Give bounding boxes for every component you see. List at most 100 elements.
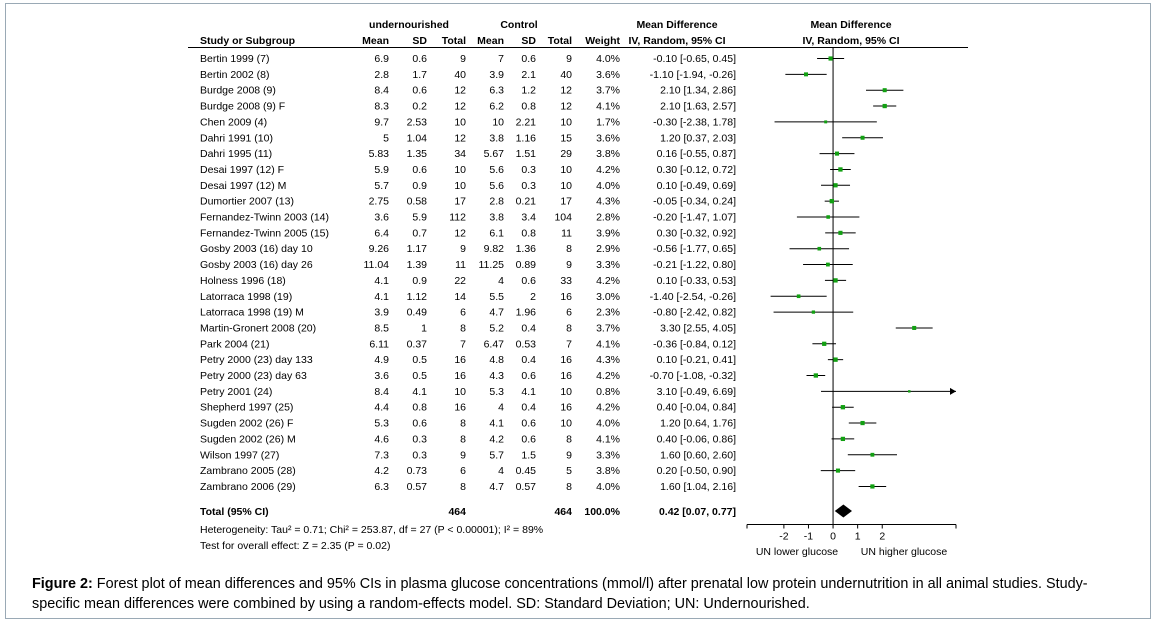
exp-total: 16 — [454, 402, 466, 414]
study-ci-text: 0.10 [-0.33, 0.53] — [657, 275, 736, 287]
pooled-diamond — [834, 504, 852, 518]
ctrl-mean: 5.3 — [489, 386, 504, 398]
study-name: Petry 2000 (23) day 63 — [200, 370, 307, 382]
study-weight: 1.7% — [596, 116, 620, 128]
ctrl-mean: 3.8 — [489, 212, 504, 224]
study-weight: 3.8% — [596, 465, 620, 477]
study-ci-text: -0.70 [-1.08, -0.32] — [650, 370, 736, 382]
ctrl-mean: 3.8 — [489, 132, 504, 144]
group-header-control: Control — [500, 19, 537, 31]
exp-mean: 4.2 — [374, 465, 389, 477]
effect-marker — [835, 468, 841, 473]
study-name: Gosby 2003 (16) day 26 — [200, 259, 313, 271]
ctrl-total: 10 — [560, 164, 572, 176]
effect-marker — [833, 357, 838, 362]
effect-marker — [860, 420, 865, 426]
ctrl-sd: 1.36 — [516, 243, 537, 255]
total-weight: 100.0% — [584, 506, 620, 518]
exp-mean: 6.4 — [374, 227, 389, 239]
study-ci-text: 3.30 [2.55, 4.05] — [660, 322, 736, 334]
column-header-weight: Weight — [585, 35, 620, 47]
ctrl-mean: 7 — [498, 53, 504, 65]
study-name: Bertin 1999 (7) — [200, 53, 269, 65]
study-weight: 4.2% — [596, 370, 620, 382]
exp-sd: 0.6 — [412, 418, 427, 430]
study-name: Martin-Gronert 2008 (20) — [200, 322, 316, 334]
exp-sd: 0.3 — [412, 433, 427, 445]
exp-mean: 9.26 — [369, 243, 390, 255]
study-name: Desai 1997 (12) F — [200, 164, 284, 176]
forest-plot: undernourished Control Mean Difference Mean… — [188, 19, 968, 558]
exp-total: 12 — [454, 85, 466, 97]
exp-sd: 0.6 — [412, 85, 427, 97]
ctrl-total: 9 — [566, 259, 572, 271]
study-ci-text: -1.40 [-2.54, -0.26] — [650, 291, 736, 303]
exp-sd: 1.17 — [407, 243, 428, 255]
effect-marker — [912, 325, 917, 330]
exp-total: 6 — [460, 307, 466, 319]
exp-total: 14 — [454, 291, 466, 303]
exp-total: 6 — [460, 465, 466, 477]
exp-sd: 0.9 — [412, 275, 427, 287]
exp-mean: 4.1 — [374, 275, 389, 287]
ctrl-total: 7 — [566, 338, 572, 350]
ctrl-total: 11 — [561, 227, 572, 239]
x-tick-label: -2 — [779, 531, 788, 543]
ctrl-total: 8 — [566, 322, 572, 334]
effect-marker — [824, 120, 828, 124]
ctrl-total: 15 — [560, 132, 572, 144]
study-weight: 4.0% — [596, 53, 620, 65]
ctrl-mean: 2.8 — [489, 196, 504, 208]
study-weight: 4.1% — [596, 338, 620, 350]
study-name: Wilson 1997 (27) — [200, 449, 279, 461]
study-weight: 0.8% — [596, 386, 620, 398]
study-ci-text: 3.10 [-0.49, 6.69] — [657, 386, 736, 398]
exp-sd: 1.12 — [407, 291, 428, 303]
study-ci-text: -0.80 [-2.42, 0.82] — [653, 307, 736, 319]
study-ci-text: 0.40 [-0.06, 0.86] — [657, 433, 736, 445]
effect-marker — [796, 294, 801, 299]
exp-mean: 3.9 — [374, 307, 389, 319]
ctrl-sd: 0.6 — [521, 275, 536, 287]
study-ci-text: 1.60 [0.60, 2.60] — [660, 449, 736, 461]
ctrl-sd: 0.4 — [521, 354, 536, 366]
exp-mean: 4.9 — [374, 354, 389, 366]
effect-marker — [840, 436, 846, 442]
study-ci-text: 0.30 [-0.12, 0.72] — [657, 164, 736, 176]
study-weight: 3.3% — [596, 449, 620, 461]
study-name: Latorraca 1998 (19) M — [200, 307, 304, 319]
effect-marker — [908, 390, 911, 393]
ctrl-sd: 0.53 — [516, 338, 537, 350]
ctrl-sd: 2.1 — [521, 69, 536, 81]
effect-marker — [804, 72, 809, 77]
effect-marker — [882, 88, 887, 93]
ctrl-sd: 1.51 — [516, 148, 537, 160]
exp-sd: 0.9 — [412, 180, 427, 192]
study-weight: 3.7% — [596, 322, 620, 334]
ctrl-sd: 0.45 — [516, 465, 537, 477]
ctrl-sd: 3.4 — [521, 212, 536, 224]
exp-mean: 11.04 — [364, 259, 390, 271]
study-name: Sugden 2002 (26) F — [200, 418, 293, 430]
ctrl-sd: 0.8 — [521, 227, 536, 239]
ctrl-sd: 0.6 — [521, 418, 536, 430]
study-ci-text: 1.60 [1.04, 2.16] — [660, 481, 736, 493]
study-ci-text: -0.10 [-0.65, 0.45] — [653, 53, 736, 65]
effect-marker — [870, 452, 875, 457]
exp-sd: 0.58 — [407, 196, 428, 208]
exp-total: 34 — [454, 148, 466, 160]
study-weight: 3.6% — [596, 69, 620, 81]
group-header-undernourished: undernourished — [369, 19, 449, 31]
ctrl-total: 17 — [560, 196, 572, 208]
exp-mean: 5.83 — [369, 148, 390, 160]
exp-sd: 0.49 — [407, 307, 428, 319]
effect-marker — [838, 167, 843, 172]
figure-caption: Figure 2: Forest plot of mean difference… — [32, 574, 1132, 614]
plot-header-line2: IV, Random, 95% CI — [802, 35, 899, 47]
study-weight: 3.9% — [596, 227, 620, 239]
column-header-ctrl-sd: SD — [521, 35, 536, 47]
study-weight: 4.1% — [596, 433, 620, 445]
study-name: Latorraca 1998 (19) — [200, 291, 292, 303]
exp-sd: 1.7 — [412, 69, 427, 81]
study-ci-text: -0.05 [-0.34, 0.24] — [653, 196, 736, 208]
